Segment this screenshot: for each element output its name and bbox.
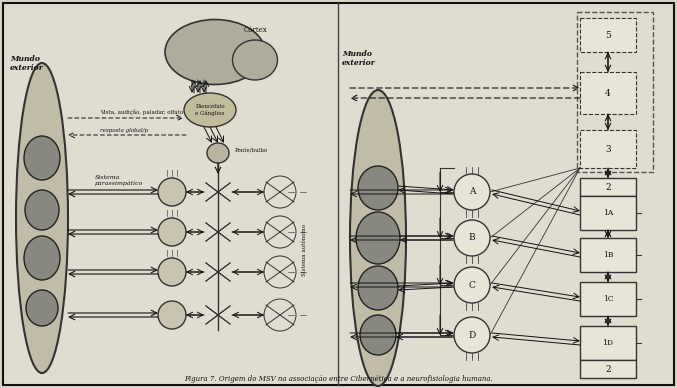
Text: resposta global/p: resposta global/p — [100, 128, 148, 133]
Text: Ponte/bulbo: Ponte/bulbo — [235, 147, 268, 152]
Text: D: D — [468, 331, 476, 340]
Bar — [580, 360, 636, 378]
Ellipse shape — [232, 40, 278, 80]
Text: 1C: 1C — [603, 295, 613, 303]
Bar — [580, 326, 636, 360]
Ellipse shape — [26, 290, 58, 326]
Circle shape — [454, 220, 490, 256]
Circle shape — [158, 301, 186, 329]
Circle shape — [454, 267, 490, 303]
Ellipse shape — [24, 136, 60, 180]
Circle shape — [158, 258, 186, 286]
Circle shape — [454, 174, 490, 210]
Ellipse shape — [207, 143, 229, 163]
Ellipse shape — [360, 315, 396, 355]
Text: 1A: 1A — [603, 209, 613, 217]
Ellipse shape — [350, 90, 406, 386]
Text: Mundo
exterior: Mundo exterior — [10, 55, 44, 72]
Text: Mundo
exterior: Mundo exterior — [342, 50, 376, 67]
Ellipse shape — [16, 63, 68, 373]
Bar — [580, 72, 636, 114]
Text: Sistema
parassimpático: Sistema parassimpático — [95, 175, 144, 186]
Ellipse shape — [358, 266, 398, 310]
Bar — [580, 282, 636, 316]
Ellipse shape — [24, 236, 60, 280]
Circle shape — [454, 317, 490, 353]
Ellipse shape — [358, 166, 398, 210]
Text: 3: 3 — [605, 144, 611, 154]
Circle shape — [158, 178, 186, 206]
Bar — [577, 12, 653, 172]
Bar — [580, 178, 636, 196]
Text: Figura 7. Origem do MSV na associação entre Cibernética e a neurofisiologia huma: Figura 7. Origem do MSV na associação en… — [183, 375, 492, 383]
Ellipse shape — [356, 212, 400, 264]
Text: B: B — [468, 234, 475, 242]
Bar — [580, 18, 636, 52]
Text: 5: 5 — [605, 31, 611, 40]
Text: Córtex: Córtex — [243, 26, 267, 34]
Text: 1D: 1D — [603, 339, 613, 347]
Circle shape — [158, 218, 186, 246]
Text: 2: 2 — [605, 182, 611, 192]
Ellipse shape — [165, 19, 265, 85]
Text: Diencéfalo
e Gânglios: Diencéfalo e Gânglios — [195, 104, 225, 116]
Text: Sistema autônomo: Sistema autônomo — [303, 224, 307, 276]
Bar — [580, 196, 636, 230]
Bar — [580, 238, 636, 272]
Text: 1B: 1B — [603, 251, 613, 259]
Ellipse shape — [25, 190, 59, 230]
Text: Vista, audição, paladar, olfato: Vista, audição, paladar, olfato — [100, 109, 183, 115]
Text: 2: 2 — [605, 364, 611, 374]
Ellipse shape — [184, 93, 236, 127]
Text: 4: 4 — [605, 88, 611, 97]
Text: A: A — [468, 187, 475, 196]
Bar — [580, 130, 636, 168]
Text: C: C — [468, 281, 475, 289]
